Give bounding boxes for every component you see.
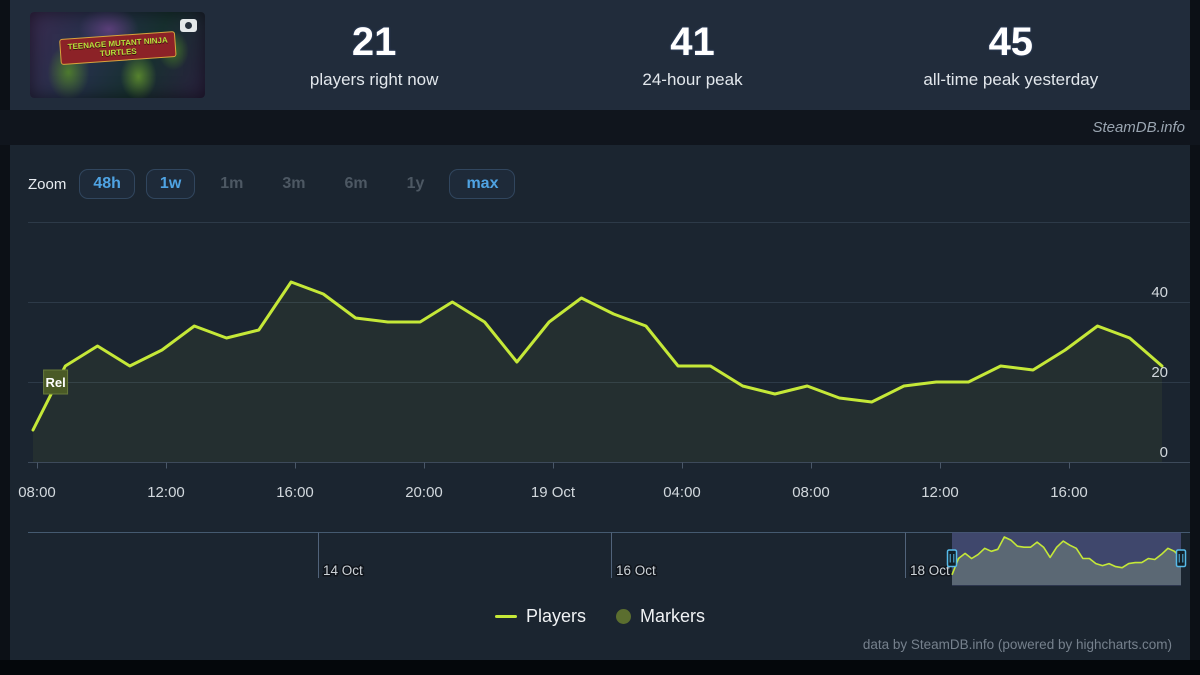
- highcharts-credit: data by SteamDB.info (powered by highcha…: [862, 637, 1172, 652]
- zoom-button-6m: 6m: [331, 169, 382, 199]
- x-axis-ticks: [37, 462, 1070, 469]
- stat-24h-peak: 41 24-hour peak: [533, 20, 851, 90]
- steamdb-watermark: SteamDB.info: [1092, 119, 1185, 136]
- svg-text:12:00: 12:00: [147, 484, 185, 501]
- peak-24h-label: 24-hour peak: [642, 70, 743, 89]
- zoom-button-1y: 1y: [393, 169, 439, 199]
- zoom-button-3m: 3m: [268, 169, 319, 199]
- rel-flag[interactable]: Rel: [43, 369, 69, 395]
- legend-swatch-circle: [616, 609, 631, 624]
- svg-text:14 Oct: 14 Oct: [323, 563, 363, 578]
- svg-text:19 Oct: 19 Oct: [531, 484, 576, 501]
- bottom-band: [0, 660, 1200, 675]
- zoom-toolbar: Zoom 48h 1w 1m 3m 6m 1y max: [28, 169, 516, 199]
- current-players-label: players right now: [309, 70, 439, 89]
- zoom-button-1m: 1m: [206, 169, 257, 199]
- legend-label: Markers: [640, 606, 706, 626]
- zoom-button-48h[interactable]: 48h: [79, 169, 135, 199]
- y-grid: [28, 222, 1190, 383]
- stats-row: 21 players right now 41 24-hour peak 45 …: [215, 20, 1190, 90]
- stat-alltime-peak: 45 all-time peak yesterday: [852, 20, 1170, 90]
- brand-bar: SteamDB.info: [0, 110, 1200, 145]
- svg-text:16 Oct: 16 Oct: [616, 563, 656, 578]
- game-banner: TEENAGE MUTANT NINJA TURTLES: [30, 12, 205, 98]
- svg-text:Rel: Rel: [45, 375, 65, 390]
- svg-text:0: 0: [1160, 444, 1168, 461]
- stat-current-players: 21 players right now: [215, 20, 533, 90]
- alltime-peak-value: 45: [988, 20, 1034, 64]
- legend-item-markers[interactable]: Markers: [616, 606, 705, 627]
- navigator-handle-left[interactable]: [946, 549, 958, 568]
- svg-text:20:00: 20:00: [405, 484, 443, 501]
- svg-text:12:00: 12:00: [921, 484, 959, 501]
- players-chart: Rel 08:00 12:00 16:00 20:00 19 Oct 04:00 08:00…: [10, 145, 1190, 660]
- zoom-label: Zoom: [28, 175, 67, 193]
- players-line: [31, 280, 1164, 432]
- peak-24h-value: 41: [670, 20, 715, 64]
- x-axis-labels: 08:00 12:00 16:00 20:00 19 Oct 04:00 08:00 12:0…: [18, 484, 1088, 501]
- chart-canvas: Rel 08:00 12:00 16:00 20:00 19 Oct 04:00 08:00…: [18, 222, 1190, 586]
- navigator[interactable]: 14 Oct 16 Oct 18 Oct: [28, 532, 1190, 586]
- svg-text:16:00: 16:00: [1050, 484, 1088, 501]
- svg-text:18 Oct: 18 Oct: [910, 563, 950, 578]
- navigator-handle-right[interactable]: [1175, 549, 1187, 568]
- players-area-fill: [33, 282, 1162, 462]
- legend-label: Players: [525, 606, 586, 626]
- navigator-series: [951, 536, 1182, 576]
- svg-text:08:00: 08:00: [792, 484, 830, 501]
- y-axis-labels: 0 20 40: [1151, 284, 1168, 461]
- svg-text:16:00: 16:00: [276, 484, 314, 501]
- current-players-value: 21: [351, 20, 397, 64]
- zoom-buttons: 48h 1w 1m 3m 6m 1y max: [79, 169, 516, 199]
- screenshot-camera-icon: [180, 19, 197, 32]
- legend-item-players[interactable]: Players: [494, 606, 586, 627]
- stats-header: TEENAGE MUTANT NINJA TURTLES 21 players …: [10, 0, 1190, 110]
- alltime-peak-label: all-time peak yesterday: [923, 70, 1099, 89]
- legend-swatch-line: [494, 615, 517, 618]
- svg-text:40: 40: [1151, 284, 1168, 301]
- svg-text:04:00: 04:00: [663, 484, 701, 501]
- svg-text:08:00: 08:00: [18, 484, 56, 501]
- game-logo: TEENAGE MUTANT NINJA TURTLES: [58, 31, 177, 66]
- svg-text:20: 20: [1151, 364, 1168, 381]
- chart-legend: Players Markers: [10, 606, 1190, 627]
- navigator-selection[interactable]: [951, 532, 1182, 586]
- zoom-button-1w[interactable]: 1w: [145, 169, 196, 199]
- zoom-button-max[interactable]: max: [449, 169, 516, 199]
